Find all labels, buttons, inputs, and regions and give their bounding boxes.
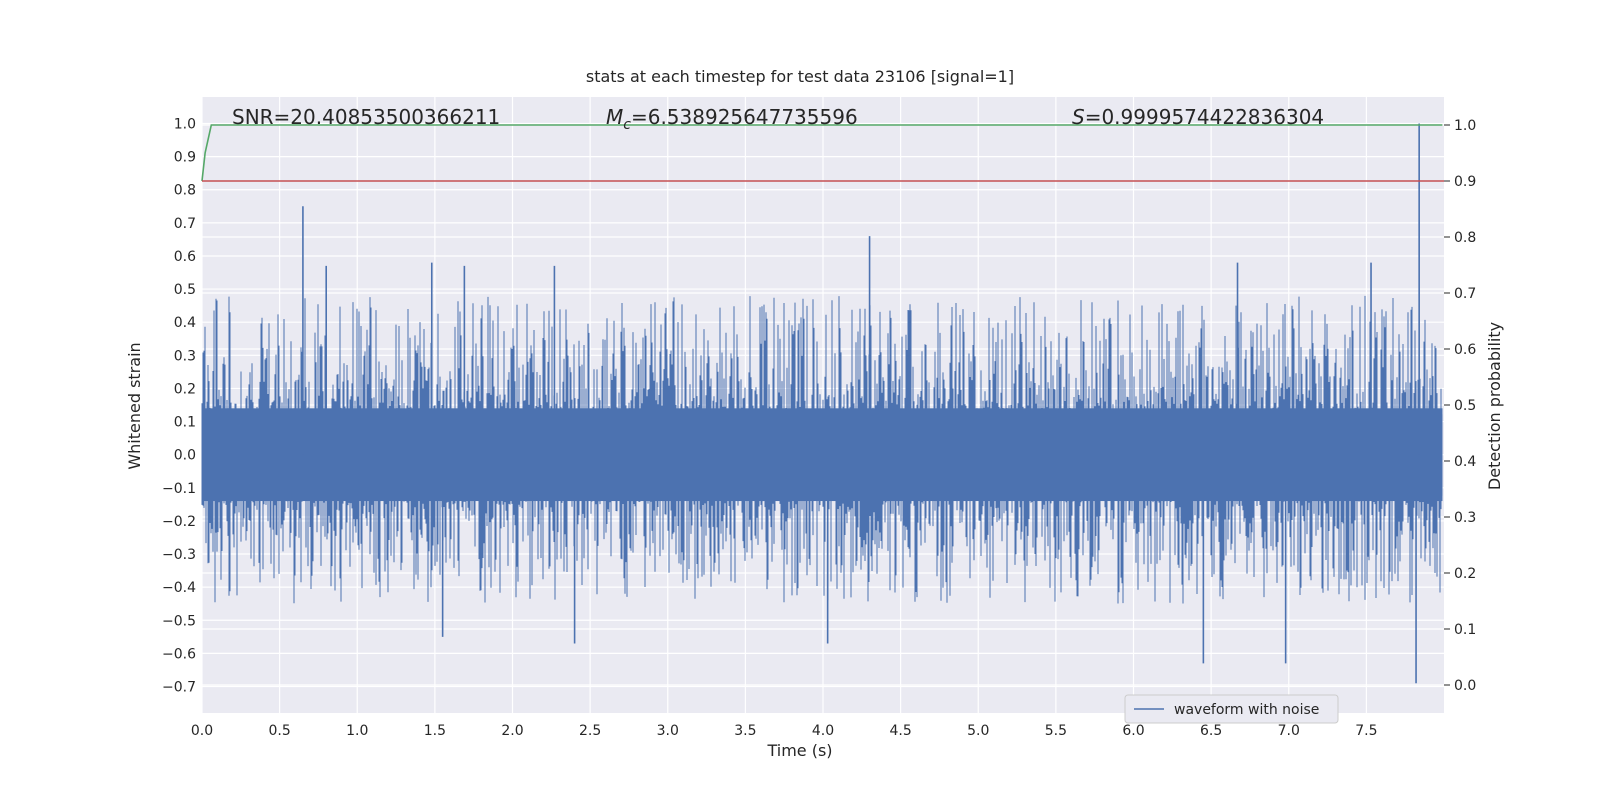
- x-tick-label: 6.5: [1200, 723, 1222, 739]
- y-axis-ticks: 1.0 0.9 0.8 0.7 0.6 0.5 0.4 0.3 0.2 0.1 0.0 −0.1 −0.…: [162, 116, 196, 695]
- y-tick-label: −0.3: [162, 547, 196, 563]
- y-right-tick-label: 0.5: [1454, 398, 1476, 414]
- y-tick-label: 0.4: [174, 315, 196, 331]
- y-right-tick-label: 0.8: [1454, 230, 1476, 246]
- y-tick-label: −0.7: [162, 680, 196, 696]
- x-tick-label: 1.5: [424, 723, 446, 739]
- y-right-tick-label: 0.1: [1454, 622, 1476, 638]
- y-tick-label: 0.7: [174, 216, 196, 232]
- x-tick-label: 3.0: [657, 723, 679, 739]
- y-right-tick-label: 0.4: [1454, 454, 1476, 470]
- x-tick-label: 5.0: [967, 723, 989, 739]
- x-tick-label: 0.5: [268, 723, 290, 739]
- x-tick-label: 0.0: [191, 723, 213, 739]
- x-tick-label: 7.5: [1355, 723, 1377, 739]
- x-tick-label: 7.0: [1278, 723, 1300, 739]
- y-right-tick-label: 0.9: [1454, 174, 1476, 190]
- legend: waveform with noise: [1124, 694, 1339, 724]
- chart-title: stats at each timestep for test data 231…: [586, 67, 1014, 86]
- y-tick-label: 0.2: [174, 381, 196, 397]
- chirp-mass-annotation: Mc=6.538925647735596: [606, 105, 858, 133]
- y-tick-label: 0.0: [174, 448, 196, 464]
- y-right-tick-label: 1.0: [1454, 118, 1476, 134]
- x-tick-label: 2.5: [579, 723, 601, 739]
- x-tick-label: 4.0: [812, 723, 834, 739]
- y-right-axis-ticks: 1.0 0.9 0.8 0.7 0.6 0.5 0.4 0.3 0.2 0.1 0.0: [1444, 118, 1476, 694]
- y-tick-label: −0.4: [162, 580, 196, 596]
- y-tick-label: 0.9: [174, 150, 196, 166]
- y-tick-label: −0.1: [162, 481, 196, 497]
- x-tick-label: 3.5: [734, 723, 756, 739]
- y-tick-label: 0.5: [174, 282, 196, 298]
- x-tick-label: 4.5: [889, 723, 911, 739]
- legend-label: waveform with noise: [1174, 702, 1319, 718]
- y-tick-label: −0.5: [162, 613, 196, 629]
- probability-line: [201, 124, 1443, 182]
- x-axis-label: Time (s): [766, 741, 832, 760]
- snr-annotation: SNR=20.40853500366211: [232, 105, 500, 129]
- y-tick-label: 0.8: [174, 183, 196, 199]
- y-tick-label: −0.6: [162, 646, 196, 662]
- y-right-tick-label: 0.3: [1454, 510, 1476, 526]
- y-tick-label: 0.1: [174, 415, 196, 431]
- y-right-tick-label: 0.7: [1454, 286, 1476, 302]
- y-right-tick-label: 0.0: [1454, 678, 1476, 694]
- x-tick-label: 1.0: [346, 723, 368, 739]
- x-tick-label: 6.0: [1122, 723, 1144, 739]
- y-right-tick-label: 0.6: [1454, 342, 1476, 358]
- y-right-axis-label: Detection probability: [1485, 322, 1504, 490]
- y-axis-label: Whitened strain: [125, 342, 144, 469]
- y-tick-label: −0.2: [162, 514, 196, 530]
- y-tick-label: 1.0: [174, 116, 196, 132]
- x-tick-label: 5.5: [1045, 723, 1067, 739]
- score-annotation: S=0.9999574422836304: [1072, 105, 1324, 129]
- x-tick-label: 2.0: [501, 723, 523, 739]
- y-tick-label: 0.6: [174, 249, 196, 265]
- y-tick-label: 0.3: [174, 348, 196, 364]
- y-right-tick-label: 0.2: [1454, 566, 1476, 582]
- waveform-noise: [201, 295, 1443, 604]
- x-axis-ticks: 0.0 0.5 1.0 1.5 2.0 2.5 3.0 3.5 4.0 4.5 5.0 5.5 6.0 6…: [191, 723, 1378, 739]
- legend-box: [1124, 694, 1339, 724]
- waveform-series: [201, 123, 1443, 684]
- probability-series: [201, 124, 1444, 182]
